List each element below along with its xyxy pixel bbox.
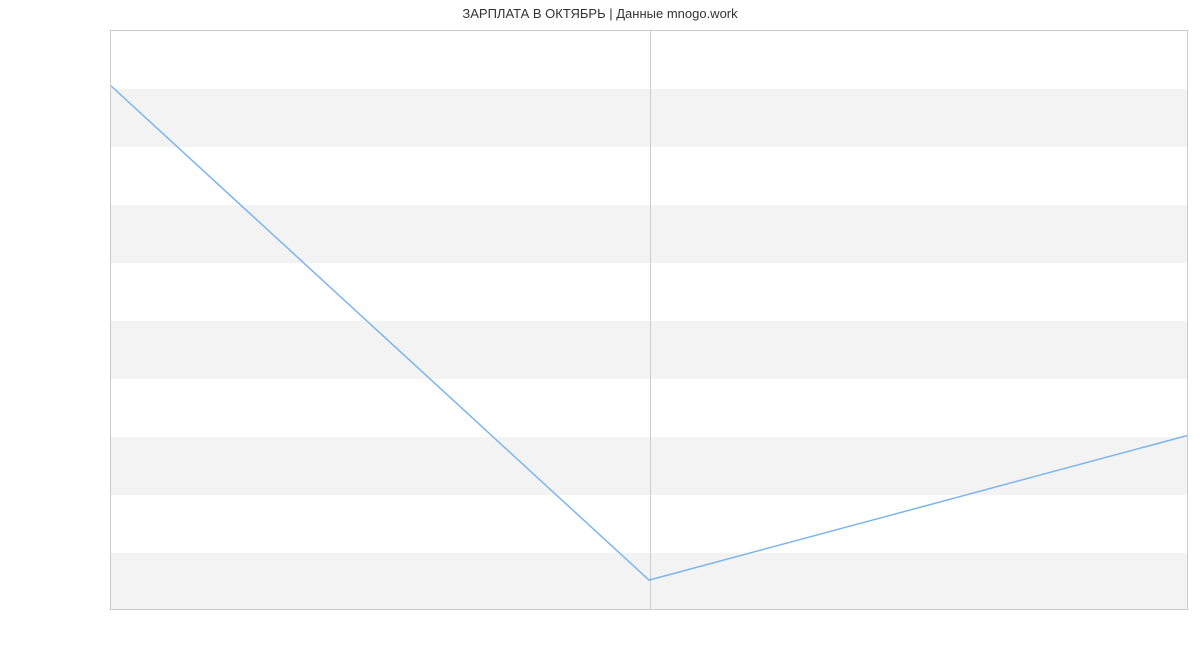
plot-area: 5400056000580006000062000640006600068000…: [110, 30, 1188, 610]
series-layer: [111, 31, 1187, 609]
series-line-salary: [111, 86, 1187, 580]
salary-chart: ЗАРПЛАТА В ОКТЯБРЬ | Данные mnogo.work 5…: [0, 0, 1200, 650]
chart-title: ЗАРПЛАТА В ОКТЯБРЬ | Данные mnogo.work: [0, 6, 1200, 21]
